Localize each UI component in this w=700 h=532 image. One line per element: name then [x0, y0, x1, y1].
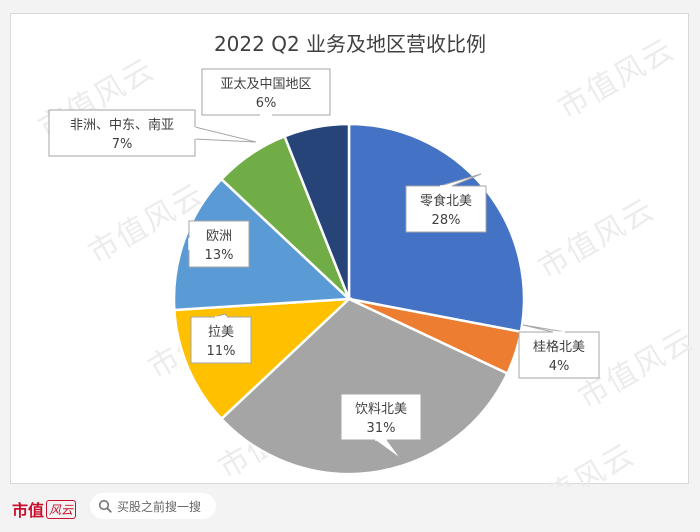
- slice-value: 6%: [256, 96, 277, 111]
- data-label-callout: 欧洲 13%: [188, 220, 250, 268]
- pie-chart: 2022 Q2 业务及地区营收比例 零食北美 28% 桂格北美 4% 饮料北美 31% 拉美…: [48, 32, 600, 476]
- callout-pointer: [522, 324, 566, 333]
- chart-frame: 市值风云 市值风云 市值风云 市值风云 市值风云 市值风云 市值风云 市值风云 …: [10, 13, 700, 531]
- data-label-callout: 桂格北美 4%: [518, 324, 600, 379]
- slice-value: 13%: [205, 248, 234, 263]
- slice-label: 欧洲: [206, 229, 232, 244]
- data-label-callout: 拉美 11%: [190, 313, 252, 364]
- callout-pointer: [194, 126, 257, 143]
- data-label-callout: 零食北美 28%: [405, 173, 487, 233]
- search-icon: [98, 499, 112, 513]
- brand-text: 市值: [12, 501, 45, 520]
- brand-logo: 市值 风云: [12, 497, 77, 521]
- slice-value: 7%: [112, 137, 133, 152]
- slice-value: 4%: [549, 359, 570, 374]
- slice-value: 28%: [432, 213, 461, 228]
- callout-box: [518, 331, 600, 379]
- slice-label: 拉美: [208, 325, 234, 340]
- slice-label: 非洲、中东、南亚: [70, 117, 174, 133]
- callout-box: [201, 68, 331, 116]
- search-placeholder: 买股之前搜一搜: [117, 499, 202, 514]
- callout-box: [48, 109, 196, 157]
- callout-box: [190, 316, 252, 364]
- brand-mark: 风云: [46, 500, 77, 519]
- pie-slice: [282, 122, 351, 300]
- slice-label: 桂格北美: [533, 339, 585, 355]
- data-label-callout: 饮料北美 31%: [340, 393, 422, 460]
- pie-slice: [172, 177, 352, 312]
- data-label-callout: 亚太及中国地区 6%: [201, 68, 331, 116]
- pie-slice: [219, 297, 510, 476]
- footer-bar: 市值 风云 买股之前搜一搜: [0, 487, 700, 529]
- callout-box: [188, 220, 250, 268]
- slice-value: 11%: [207, 344, 236, 359]
- slice-label: 亚太及中国地区: [220, 77, 311, 92]
- chart-title: 2022 Q2 业务及地区营收比例: [214, 32, 486, 56]
- slice-label: 零食北美: [420, 193, 472, 209]
- slice-label: 饮料北美: [355, 402, 407, 417]
- search-box[interactable]: 买股之前搜一搜: [90, 493, 216, 519]
- slice-value: 31%: [367, 421, 396, 436]
- data-label-callout: 非洲、中东、南亚 7%: [48, 109, 257, 157]
